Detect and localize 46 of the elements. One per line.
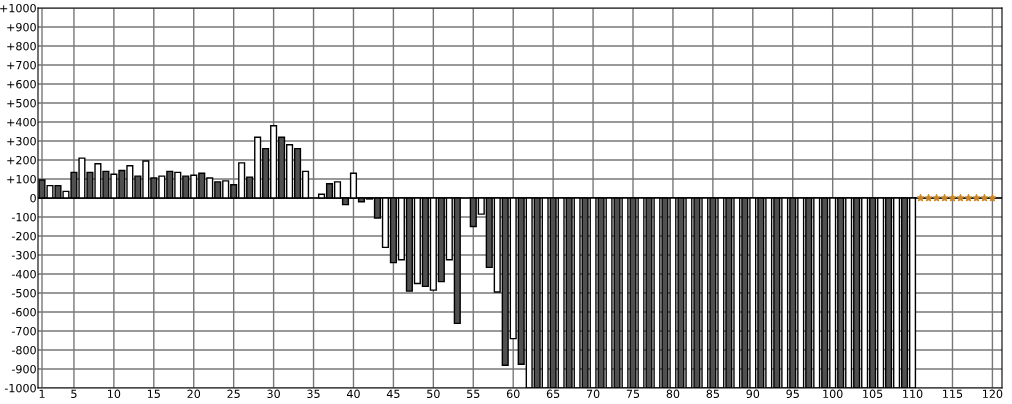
x-tick-label: 65 — [546, 389, 560, 398]
x-tick-label: 80 — [666, 389, 680, 398]
x-tick-label: 105 — [863, 389, 883, 398]
y-tick-label: -200 — [11, 231, 36, 241]
x-tick-label: 110 — [903, 389, 923, 398]
y-tick-label: +900 — [7, 22, 36, 32]
y-tick-label: -500 — [11, 288, 36, 298]
y-tick-label: +100 — [7, 174, 36, 184]
y-tick-label: -100 — [11, 212, 36, 222]
x-tick-label: 50 — [427, 389, 440, 398]
y-tick-label: +300 — [7, 136, 36, 146]
y-tick-label: -900 — [11, 364, 36, 374]
y-tick-label: -600 — [11, 307, 36, 317]
x-tick-label: 5 — [71, 389, 77, 398]
y-tick-label: +200 — [7, 155, 36, 165]
y-tick-label: +800 — [7, 41, 36, 51]
x-tick-label: 35 — [307, 389, 320, 398]
x-tick-label: 40 — [346, 389, 360, 398]
x-tick-label: 90 — [746, 389, 760, 398]
x-tick-label: 120 — [983, 389, 1003, 398]
y-tick-label: -700 — [11, 326, 36, 336]
x-tick-label: 25 — [227, 389, 240, 398]
x-tick-label: 100 — [823, 389, 843, 398]
y-tick-label: +700 — [7, 60, 36, 70]
y-tick-label: -400 — [11, 269, 36, 279]
x-tick-label: 115 — [943, 389, 963, 398]
y-tick-label: 0 — [30, 193, 36, 203]
x-tick-label: 30 — [267, 389, 280, 398]
x-tick-label: 85 — [706, 389, 719, 398]
x-tick-label: 75 — [626, 389, 640, 398]
y-tick-label: -300 — [11, 250, 36, 260]
y-tick-label: -800 — [11, 345, 36, 355]
y-tick-label: +400 — [7, 117, 36, 127]
x-tick-label: 70 — [586, 389, 600, 398]
y-tick-label: +600 — [7, 79, 36, 89]
y-tick-label: +1000 — [0, 3, 36, 13]
x-tick-label: 55 — [467, 389, 480, 398]
y-tick-label: +500 — [7, 98, 36, 108]
x-tick-label: 10 — [108, 389, 121, 398]
y-tick-label: -1000 — [4, 383, 36, 393]
x-tick-label: 15 — [147, 389, 160, 398]
x-tick-label: 95 — [786, 389, 799, 398]
x-tick-label: 45 — [386, 389, 400, 398]
x-tick-label: 60 — [506, 389, 520, 398]
x-tick-label: 1 — [39, 389, 45, 398]
x-tick-label: 20 — [187, 389, 201, 398]
